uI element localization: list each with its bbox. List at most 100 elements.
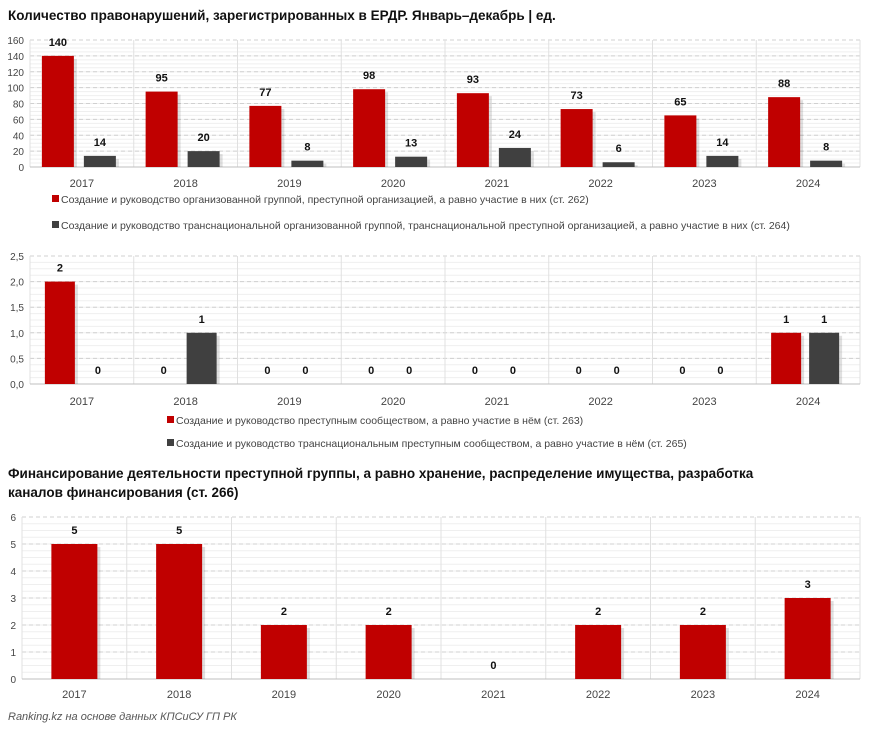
chart1-bar-series1 — [249, 105, 282, 167]
chart2-data-label: 0 — [264, 365, 270, 377]
chart1-data-label: 98 — [363, 70, 375, 82]
chart2-data-label: 0 — [95, 365, 101, 377]
chart3-ytick-label: 0 — [10, 675, 16, 686]
chart3-category-label: 2024 — [795, 689, 819, 701]
chart2-category-label: 2019 — [277, 396, 301, 408]
chart3-bar-series1 — [260, 625, 307, 679]
chart1-data-label: 77 — [259, 87, 271, 99]
chart1-data-label: 140 — [49, 37, 67, 49]
chart1-category-label: 2019 — [277, 178, 301, 190]
chart2-ytick-label: 2,5 — [10, 252, 24, 263]
chart1-bar-series2 — [810, 160, 843, 167]
chart1-data-label: 14 — [94, 137, 107, 149]
chart1-data-label: 8 — [304, 142, 310, 154]
chart2-data-label: 0 — [614, 365, 620, 377]
chart3-category-label: 2021 — [481, 689, 505, 701]
chart2-data-label: 0 — [717, 365, 723, 377]
chart3-ytick-label: 1 — [10, 648, 16, 659]
chart2-legend-label: Создание и руководство транснациональным… — [176, 438, 687, 450]
chart1-data-label: 8 — [823, 142, 829, 154]
chart2-legend-label: Создание и руководство преступным сообще… — [176, 415, 583, 427]
chart3-data-label: 0 — [490, 660, 496, 672]
chart3-data-label: 3 — [805, 579, 811, 591]
source-footer: Ranking.kz на основе данных КПСиСУ ГП РК — [8, 711, 237, 723]
chart1-category-label: 2022 — [588, 178, 612, 190]
chart2-data-label: 0 — [161, 365, 167, 377]
chart1-bar-series2 — [83, 155, 116, 167]
chart2-category-label: 2017 — [70, 396, 94, 408]
chart3-ytick-label: 5 — [10, 540, 16, 551]
chart1-category-label: 2020 — [381, 178, 405, 190]
chart2-legend-swatch — [167, 439, 174, 446]
chart3-data-label: 2 — [281, 606, 287, 618]
chart1-ytick-label: 60 — [13, 115, 25, 126]
chart1-data-label: 73 — [571, 90, 583, 102]
chart1-legend-label: Создание и руководство организованной гр… — [61, 194, 589, 206]
chart2-category-label: 2021 — [485, 396, 509, 408]
chart3-bar-series1 — [784, 598, 831, 679]
chart1-ytick-label: 20 — [13, 147, 25, 158]
chart1-category-label: 2017 — [70, 178, 94, 190]
chart2-bar-series1 — [771, 332, 802, 384]
chart2-data-label: 1 — [199, 314, 205, 326]
chart1-bar-series2 — [498, 147, 531, 167]
chart2-category-label: 2018 — [173, 396, 197, 408]
chart2-data-label: 0 — [679, 365, 685, 377]
chart1-bar-series1 — [41, 55, 74, 167]
chart3-ytick-label: 3 — [10, 594, 16, 605]
chart2-ytick-label: 1,0 — [10, 329, 24, 340]
chart1-data-label: 20 — [198, 132, 210, 144]
chart1-bar-series1 — [456, 93, 489, 167]
chart3-data-label: 2 — [386, 606, 392, 618]
chart3-ytick-label: 6 — [10, 513, 16, 524]
chart3-ytick-label: 2 — [10, 621, 16, 632]
chart1-ytick-label: 80 — [13, 100, 25, 111]
chart2-data-label: 0 — [576, 365, 582, 377]
chart3-title: Финансирование деятельности преступной г… — [8, 466, 754, 500]
chart1-bar-series2 — [395, 156, 428, 167]
chart2-data-label: 1 — [783, 314, 789, 326]
chart1-ytick-label: 120 — [7, 68, 24, 79]
chart1-data-label: 93 — [467, 74, 479, 86]
chart1-bar-series2 — [706, 155, 739, 167]
chart3-category-label: 2019 — [272, 689, 296, 701]
chart1-data-label: 6 — [616, 143, 622, 155]
chart3-data-label: 2 — [700, 606, 706, 618]
chart3-bar-series1 — [575, 625, 622, 679]
chart1-ytick-label: 40 — [13, 131, 25, 142]
chart2-category-label: 2023 — [692, 396, 716, 408]
chart2-data-label: 1 — [821, 314, 827, 326]
chart3-data-label: 2 — [595, 606, 601, 618]
chart1-data-label: 14 — [716, 137, 729, 149]
chart2-data-label: 0 — [302, 365, 308, 377]
chart1-bar-series2 — [291, 160, 324, 167]
chart1-data-label: 24 — [509, 129, 522, 141]
chart1-data-label: 95 — [156, 73, 168, 85]
chart1-ytick-label: 100 — [7, 84, 24, 95]
chart1-bar-series1 — [353, 89, 386, 167]
chart1-bar-series1 — [768, 97, 801, 167]
chart3-bar-series1 — [679, 625, 726, 679]
chart1-bar-series1 — [145, 91, 178, 167]
chart3-category-label: 2022 — [586, 689, 610, 701]
chart1-ytick-label: 140 — [7, 52, 24, 63]
chart3-category-label: 2023 — [691, 689, 715, 701]
chart1-title: Количество правонарушений, зарегистриров… — [8, 8, 556, 23]
chart2-data-label: 0 — [368, 365, 374, 377]
chart1-bar-series1 — [664, 115, 697, 167]
chart2-ytick-label: 0,0 — [10, 380, 24, 391]
chart3-bar-series1 — [51, 544, 98, 679]
chart2-data-label: 0 — [510, 365, 516, 377]
chart2-bar-series1 — [44, 281, 75, 384]
chart1-legend-swatch — [52, 221, 59, 228]
chart1-legend-swatch — [52, 195, 59, 202]
chart2-category-label: 2022 — [588, 396, 612, 408]
chart1-category-label: 2024 — [796, 178, 820, 190]
chart1-category-label: 2018 — [173, 178, 197, 190]
chart3-category-label: 2020 — [376, 689, 400, 701]
chart1-ytick-label: 160 — [7, 36, 24, 47]
chart1-bar-series2 — [187, 151, 220, 167]
chart3-data-label: 5 — [71, 525, 77, 537]
